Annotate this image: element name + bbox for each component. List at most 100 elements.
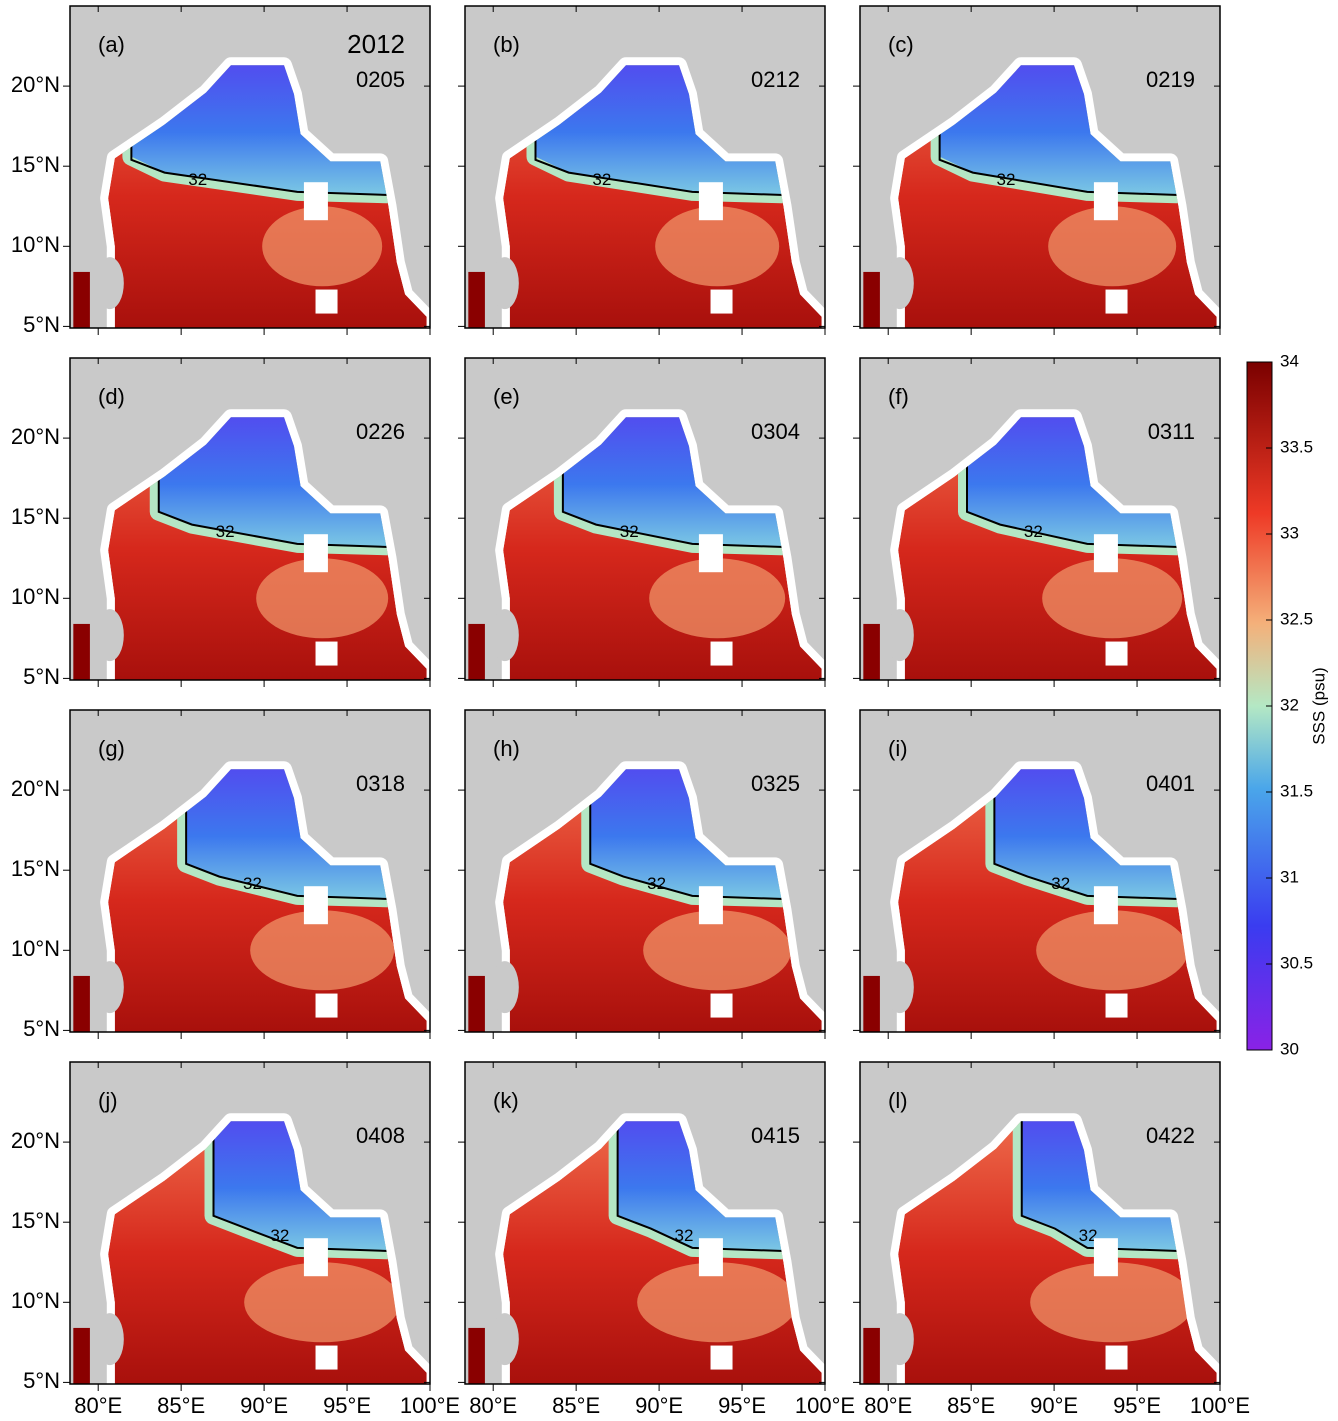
frame	[859, 1061, 1221, 1385]
islands-mask	[698, 886, 723, 925]
salinity-patch	[1042, 558, 1183, 639]
colorbar-label: SSS (psu)	[1309, 667, 1328, 744]
frame	[69, 1061, 431, 1385]
panel-date: 0212	[751, 67, 800, 92]
frame	[69, 5, 431, 329]
y-tick-label: 10°N	[11, 1288, 60, 1313]
sri-lanka	[95, 609, 124, 662]
y-tick-label: 5°N	[23, 664, 60, 689]
arabian-sea	[73, 975, 90, 1032]
salinity-patch	[1036, 910, 1189, 991]
frame	[859, 5, 1221, 329]
arabian-sea	[863, 1327, 880, 1384]
islands-mask	[315, 289, 338, 314]
salinity-patch	[262, 206, 383, 287]
islands-mask	[1093, 886, 1118, 925]
map-panel: 32 5°N 10°N 15°N 20°N (d) 0226	[11, 357, 435, 689]
panel-label: (b)	[493, 32, 520, 57]
contour-label: 32	[620, 522, 639, 541]
salinity-patch	[637, 1262, 798, 1343]
colorbar-tick-label: 31.5	[1280, 781, 1313, 800]
islands-mask	[1105, 641, 1128, 666]
sri-lanka	[490, 609, 519, 662]
panel-date: 0304	[751, 419, 800, 444]
x-tick-label: 80°E	[74, 1393, 122, 1418]
y-tick-label: 10°N	[11, 936, 60, 961]
arabian-sea	[863, 623, 880, 680]
islands-mask	[1093, 534, 1118, 573]
islands-mask	[303, 886, 328, 925]
panel-date: 0422	[1146, 1123, 1195, 1148]
y-tick-label: 20°N	[11, 776, 60, 801]
sri-lanka	[885, 257, 914, 310]
arabian-sea	[468, 975, 485, 1032]
map-panel: 32 (c) 0219	[853, 5, 1225, 336]
contour-label: 32	[216, 522, 235, 541]
contour-label: 32	[1024, 522, 1043, 541]
contour-label: 32	[675, 1226, 694, 1245]
x-tick-label: 85°E	[157, 1393, 205, 1418]
panel-label: (d)	[98, 384, 125, 409]
panel-label: (j)	[98, 1088, 118, 1113]
map-panel: 32 5°N 10°N 15°N 20°N (g) 0318	[11, 709, 435, 1041]
colorbar-tick-label: 33.5	[1280, 437, 1313, 456]
panel-label: (c)	[888, 32, 914, 57]
salinity-patch	[649, 558, 786, 639]
colorbar-tick-label: 34	[1280, 351, 1299, 370]
y-tick-label: 5°N	[23, 312, 60, 337]
x-tick-label: 85°E	[552, 1393, 600, 1418]
islands-mask	[710, 1345, 733, 1370]
x-tick-label: 100°E	[795, 1393, 855, 1418]
y-tick-label: 15°N	[11, 152, 60, 177]
frame	[859, 709, 1221, 1033]
frame	[464, 5, 826, 329]
y-tick-label: 20°N	[11, 424, 60, 449]
colorbar-tick-label: 32	[1280, 695, 1299, 714]
islands-mask	[1105, 993, 1128, 1018]
panel-date: 0219	[1146, 67, 1195, 92]
frame	[464, 709, 826, 1033]
islands-mask	[710, 289, 733, 314]
panel-date: 0205	[356, 67, 405, 92]
salinity-patch	[655, 206, 780, 287]
x-tick-label: 100°E	[1190, 1393, 1250, 1418]
panel-date: 0311	[1148, 419, 1195, 444]
sri-lanka	[95, 961, 124, 1014]
salinity-patch	[244, 1262, 401, 1343]
arabian-sea	[468, 1327, 485, 1384]
arabian-sea	[73, 1327, 90, 1384]
panel-label: (a)	[98, 32, 125, 57]
x-tick-label: 90°E	[240, 1393, 288, 1418]
islands-mask	[698, 1238, 723, 1277]
contour-label: 32	[592, 170, 611, 189]
map-panel: 32 80°E 85°E 90°E 95°E 100°E (l) 0422	[853, 1061, 1250, 1418]
frame	[859, 357, 1221, 681]
y-tick-label: 15°N	[11, 856, 60, 881]
sri-lanka	[95, 257, 124, 310]
islands-mask	[303, 534, 328, 573]
arabian-sea	[468, 623, 485, 680]
sri-lanka	[490, 257, 519, 310]
islands-mask	[1105, 289, 1128, 314]
sri-lanka	[490, 1313, 519, 1366]
frame	[464, 1061, 826, 1385]
islands-mask	[698, 182, 723, 221]
contour-label: 32	[647, 874, 666, 893]
map-panel: 32 80°E 85°E 90°E 95°E 100°E 5°N 10°N 15°N 20°N (j…	[11, 1061, 460, 1418]
map-panel: 32 (e) 0304	[458, 357, 830, 688]
frame	[69, 357, 431, 681]
map-panel: 32 (i) 0401	[853, 709, 1225, 1040]
panel-date: 0226	[356, 419, 405, 444]
panel-date: 0415	[751, 1123, 800, 1148]
panel-label: (i)	[888, 736, 908, 761]
contour-label: 32	[1051, 874, 1070, 893]
x-tick-label: 85°E	[947, 1393, 995, 1418]
x-tick-label: 100°E	[400, 1393, 460, 1418]
y-tick-label: 5°N	[23, 1016, 60, 1041]
colorbar-tick-label: 33	[1280, 523, 1299, 542]
contour-label: 32	[188, 170, 207, 189]
y-tick-label: 20°N	[11, 1128, 60, 1153]
contour-label: 32	[243, 874, 262, 893]
frame	[69, 709, 431, 1033]
islands-mask	[710, 641, 733, 666]
